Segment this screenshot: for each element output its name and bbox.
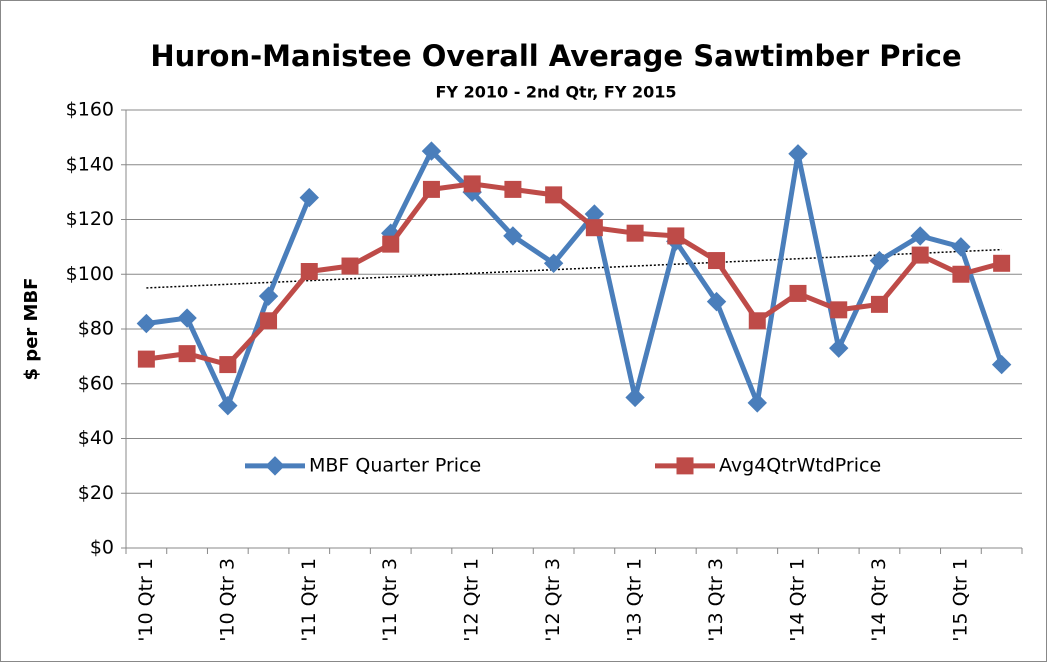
data-point [789, 284, 807, 302]
legend-label: MBF Quarter Price [309, 454, 481, 476]
data-point [625, 387, 645, 408]
x-tick-label: '15 Qtr 1 [949, 558, 971, 642]
data-point [869, 250, 890, 271]
data-point [503, 226, 523, 246]
y-tick-label: $120 [66, 208, 114, 230]
data-point [422, 180, 440, 198]
trendline [146, 248, 1002, 289]
data-point [952, 265, 970, 283]
data-point [178, 345, 196, 363]
data-point [300, 263, 318, 281]
data-point [136, 313, 157, 334]
x-tick-label: '11 Qtr 1 [298, 558, 320, 642]
data-point [260, 312, 278, 330]
data-point [299, 187, 319, 208]
data-point [341, 257, 359, 275]
x-tick-label: '14 Qtr 1 [787, 558, 809, 642]
y-tick-label: $80 [78, 318, 114, 340]
x-tick-label: '12 Qtr 3 [542, 558, 564, 642]
data-point [382, 235, 400, 253]
data-point [829, 338, 849, 358]
y-tick-label: $100 [66, 263, 114, 285]
y-tick-label: $160 [66, 99, 114, 121]
legend-marker [676, 457, 694, 475]
x-tick-label: '13 Qtr 3 [705, 558, 727, 642]
data-point [504, 180, 522, 198]
data-point [870, 295, 888, 313]
data-point [258, 286, 279, 306]
data-point [911, 246, 929, 264]
data-point [788, 144, 808, 164]
data-point [543, 253, 564, 274]
x-tick-label: '11 Qtr 3 [379, 558, 401, 642]
x-tick-label: '12 Qtr 1 [461, 558, 483, 642]
data-point [177, 308, 197, 328]
data-point [708, 252, 726, 270]
data-point [218, 395, 238, 416]
y-tick-label: $140 [66, 153, 114, 175]
y-tick-label: $20 [78, 482, 114, 504]
data-point [910, 226, 930, 246]
y-tick-label: $40 [78, 427, 114, 449]
data-point [993, 254, 1011, 272]
y-tick-label: $60 [78, 372, 114, 394]
data-point [585, 219, 603, 237]
legend-label: Avg4QtrWtdPrice [719, 454, 881, 476]
chart-subtitle: FY 2010 - 2nd Qtr, FY 2015 [436, 83, 677, 102]
data-point [830, 301, 848, 319]
data-point [667, 227, 685, 245]
data-point [991, 354, 1012, 375]
data-point [219, 356, 237, 374]
data-point [626, 224, 644, 242]
x-tick-label: '14 Qtr 3 [868, 558, 890, 642]
data-point [463, 175, 481, 193]
x-tick-label: '10 Qtr 3 [216, 558, 238, 642]
data-point [951, 237, 971, 257]
legend-marker [265, 456, 285, 476]
data-point [706, 291, 727, 312]
chart-title: Huron-Manistee Overall Average Sawtimber… [150, 39, 961, 73]
data-point [137, 350, 155, 368]
data-point [421, 141, 442, 161]
x-tick-label: '13 Qtr 1 [624, 558, 646, 642]
y-tick-label: $0 [90, 537, 114, 559]
data-point [747, 393, 767, 413]
data-point [545, 186, 563, 204]
data-point [748, 312, 766, 330]
y-axis-label: $ per MBF [21, 278, 42, 381]
series-line [146, 181, 1003, 368]
x-tick-label: '10 Qtr 1 [135, 558, 157, 642]
